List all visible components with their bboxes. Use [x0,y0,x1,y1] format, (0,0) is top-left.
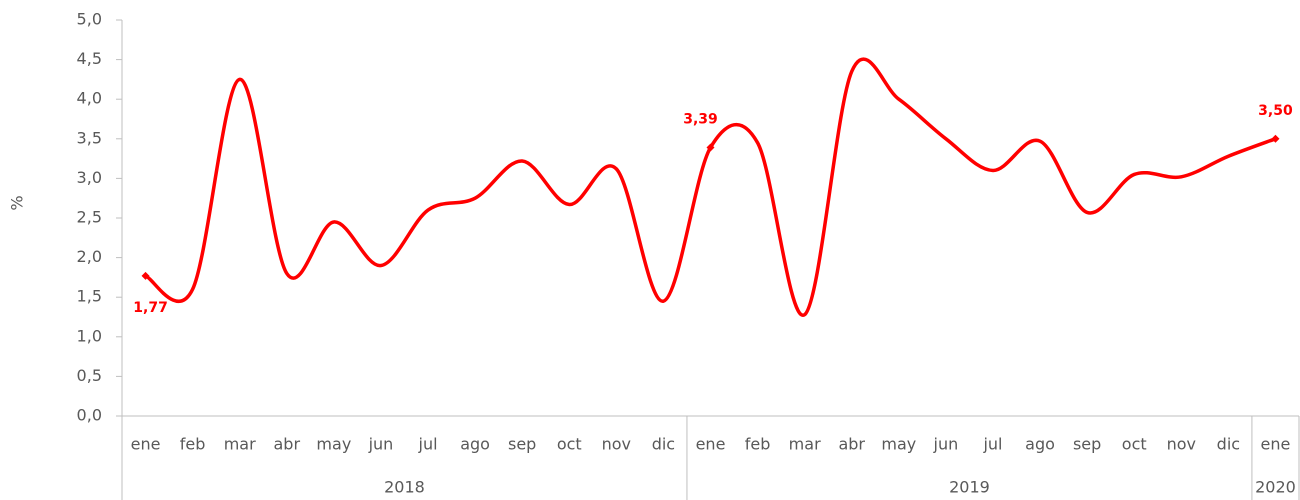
x-tick-label: abr [838,435,865,454]
x-tick-label: sep [1073,435,1101,454]
y-tick-label: 0,5 [77,366,102,385]
y-tick-label: 4,0 [77,89,102,108]
x-tick-label: oct [1122,435,1147,454]
y-tick-label: 2,0 [77,247,102,266]
data-label: 1,77 [133,300,168,316]
x-tick-label: abr [274,435,301,454]
x-tick-label: dic [652,435,675,454]
x-tick-label: sep [508,435,536,454]
y-axis-label: % [8,195,27,210]
point-marker [141,271,150,280]
x-tick-label: feb [745,435,771,454]
x-tick-label: oct [557,435,582,454]
point-marker [1271,134,1280,143]
x-tick-label: nov [602,435,631,454]
x-tick-label: mar [789,435,821,454]
x-tick-label: jun [933,435,959,454]
x-tick-label: nov [1167,435,1196,454]
y-tick-label: 4,5 [77,49,102,68]
y-tick-label: 1,5 [77,287,102,306]
x-tick-label: ago [460,435,490,454]
x-tick-label: ene [1261,435,1291,454]
x-tick-label: may [881,435,916,454]
x-tick-label: feb [180,435,206,454]
x-tick-label: ago [1025,435,1055,454]
x-tick-label: ene [131,435,161,454]
x-group-label: 2020 [1255,478,1296,497]
x-tick-label: may [316,435,351,454]
x-group-label: 2019 [949,478,990,497]
x-tick-label: ene [696,435,726,454]
x-group-label: 2018 [384,478,425,497]
x-tick-label: jul [418,435,438,454]
x-tick-label: jun [368,435,394,454]
y-tick-label: 0,0 [77,406,102,425]
y-tick-label: 2,5 [77,208,102,227]
y-tick-label: 3,5 [77,128,102,147]
series-line [144,57,1277,317]
data-label: 3,50 [1258,103,1293,119]
x-tick-label: mar [224,435,256,454]
x-tick-label: dic [1217,435,1240,454]
x-tick-label: jul [982,435,1002,454]
y-tick-label: 1,0 [77,326,102,345]
y-tick-label: 5,0 [77,10,102,29]
data-label: 3,39 [683,112,718,128]
point-marker [706,143,715,152]
y-tick-label: 3,0 [77,168,102,187]
